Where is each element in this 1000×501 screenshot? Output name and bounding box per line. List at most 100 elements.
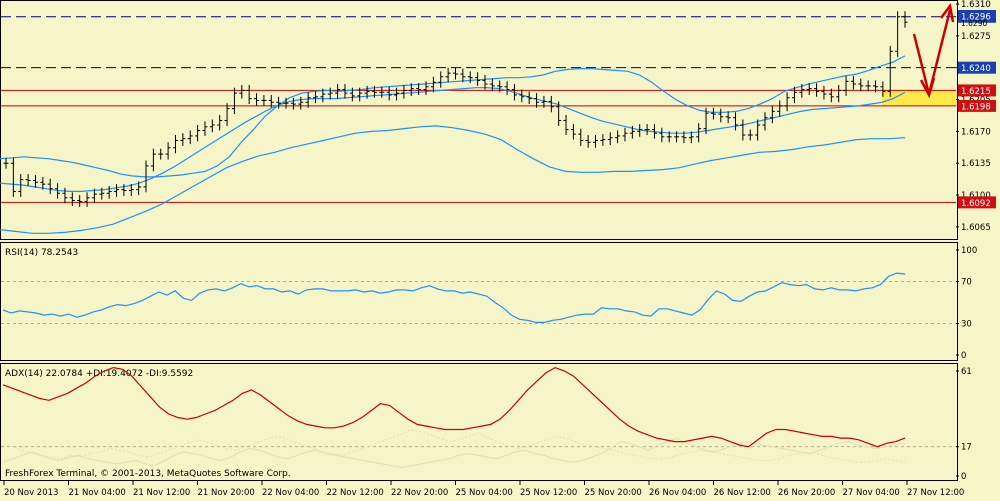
price-bar — [615, 130, 621, 144]
price-bar — [519, 89, 525, 103]
price-bar — [84, 192, 90, 207]
price-bar — [489, 78, 495, 92]
bollinger-lower — [0, 125, 906, 234]
price-bar — [143, 160, 149, 193]
plus-di-series — [2, 437, 906, 468]
price-bar — [202, 121, 208, 136]
time-label: 27 Nov 12:00 — [907, 488, 964, 498]
price-bar — [651, 124, 657, 139]
price-bar — [460, 68, 466, 83]
price-bar — [637, 124, 643, 137]
price-bar — [718, 108, 724, 123]
price-bar — [261, 94, 267, 106]
price-bar — [246, 84, 252, 105]
time-axis: 20 Nov 2013 21 Nov 04:00 21 Nov 12:00 21 No… — [3, 481, 964, 498]
level-tag-label: 1.6240 — [961, 64, 991, 74]
price-bar — [681, 131, 687, 144]
adx-tick-label: 0 — [961, 472, 966, 482]
price-bar — [335, 84, 341, 99]
price-bar — [217, 114, 223, 131]
price-bar — [593, 135, 599, 148]
price-bar — [401, 84, 407, 99]
price-bar — [843, 75, 849, 96]
price-bar — [32, 175, 38, 188]
price-bar — [268, 94, 274, 108]
adx-line — [2, 366, 906, 448]
price-bar — [541, 95, 547, 108]
price-bar — [769, 105, 775, 124]
price-bar — [784, 92, 790, 112]
rsi-tick-label: 0 — [961, 351, 966, 361]
price-tick-label: 1.6170 — [961, 127, 991, 137]
rsi-title: RSI(14) 78.2543 — [5, 248, 78, 258]
price-bar — [740, 119, 746, 141]
price-bar — [416, 83, 422, 95]
price-bar — [349, 87, 355, 102]
price-bar — [430, 76, 436, 93]
price-bar — [747, 129, 753, 141]
price-bar — [902, 11, 908, 28]
price-bar — [305, 92, 311, 108]
bollinger-middle — [0, 87, 906, 192]
rsi-panel[interactable] — [0, 242, 958, 361]
price-bar — [482, 74, 488, 90]
price-bar — [836, 84, 842, 103]
price-bar — [725, 111, 731, 124]
price-bar — [40, 176, 46, 190]
price-bar — [445, 67, 451, 83]
price-bar — [873, 80, 879, 93]
price-bar — [283, 97, 289, 109]
level-lines — [1, 16, 956, 203]
price-bar — [497, 80, 503, 93]
price-bar — [114, 184, 120, 197]
price-tick-label: 1.6310 — [961, 0, 991, 10]
price-bar — [386, 86, 392, 101]
last-price-text: 1.6290 — [961, 19, 987, 28]
price-tick-label: 1.6275 — [961, 32, 991, 42]
adx-panel[interactable] — [0, 363, 958, 481]
price-bar — [629, 125, 635, 139]
price-bar — [55, 183, 61, 199]
adx-axis: 61 17 0 — [956, 367, 972, 482]
last-price-label-1: 1.6290 — [961, 19, 987, 28]
rsi-axis: 100 70 30 0 — [956, 246, 977, 361]
arrow-head-down — [919, 77, 936, 99]
price-bar — [688, 131, 694, 144]
time-label: 22 Nov 20:00 — [391, 488, 448, 498]
rsi-tick-label: 30 — [961, 320, 972, 330]
price-bar — [511, 84, 517, 101]
price-bar — [880, 81, 886, 97]
price-bar — [231, 87, 237, 115]
price-bar — [69, 192, 75, 206]
last-price-text: 1.6296 — [961, 13, 991, 23]
price-bar — [607, 132, 613, 146]
time-label: 27 Nov 04:00 — [843, 488, 900, 498]
price-bar — [371, 85, 377, 98]
price-bar — [320, 88, 326, 103]
price-bar — [150, 148, 156, 172]
bollinger-upper — [0, 55, 906, 178]
price-bar — [806, 83, 812, 95]
price-panel[interactable] — [0, 0, 958, 240]
time-label: 22 Nov 12:00 — [327, 488, 384, 498]
adx-tick-label: 17 — [961, 443, 972, 453]
price-bar — [814, 83, 820, 97]
price-bar — [799, 84, 805, 98]
price-bar — [18, 174, 24, 197]
price-bar — [570, 124, 576, 140]
price-bar — [548, 95, 554, 113]
price-bar — [128, 184, 134, 196]
time-label: 26 Nov 12:00 — [714, 488, 771, 498]
price-bar — [3, 157, 9, 169]
level-tag-1: 1.6240 — [958, 61, 996, 74]
price-bar — [364, 85, 370, 99]
price-bar — [666, 131, 672, 143]
price-bar — [526, 91, 532, 105]
time-label: 21 Nov 04:00 — [69, 488, 126, 498]
price-bar — [578, 128, 584, 146]
price-bar — [777, 100, 783, 117]
price-bar — [755, 119, 761, 141]
rsi-line — [2, 272, 906, 323]
